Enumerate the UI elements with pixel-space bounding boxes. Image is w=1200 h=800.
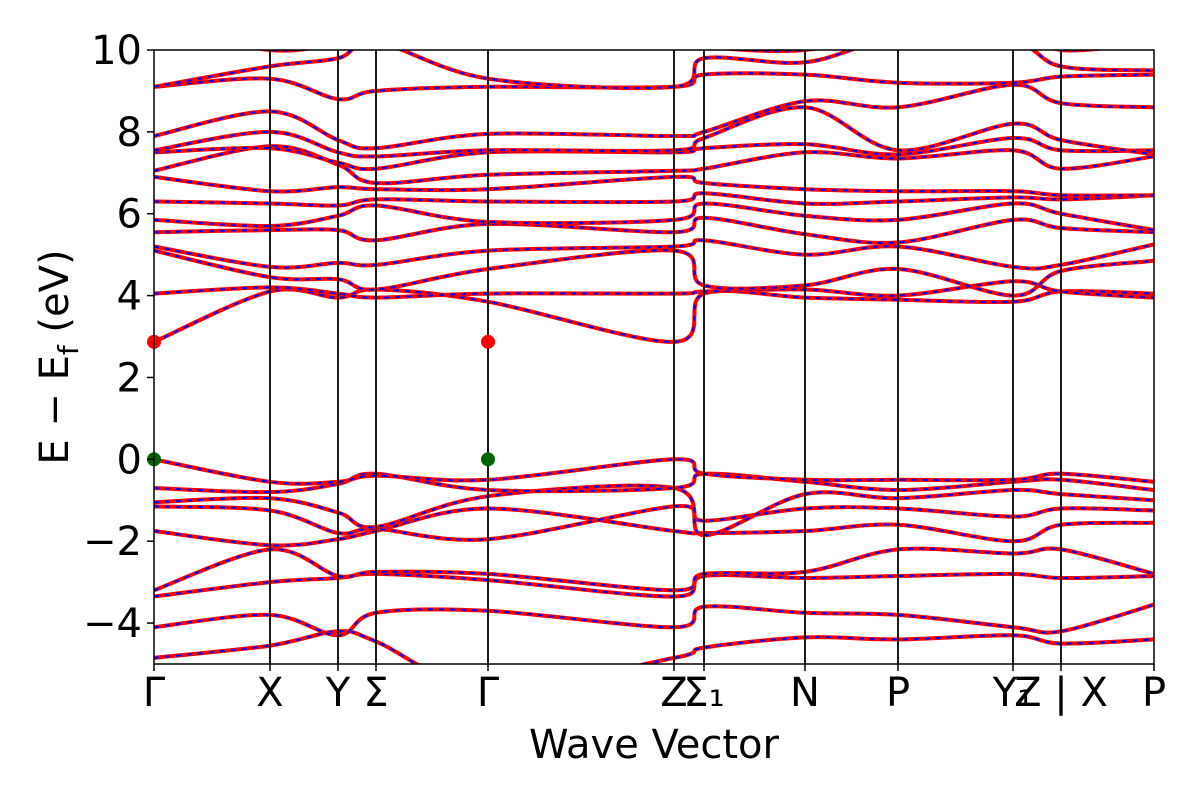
band-line-9-b — [154, 288, 1154, 343]
y-tick-label: −4 — [83, 601, 142, 647]
band-line-3-b — [154, 547, 1154, 592]
x-tick-label: N — [790, 670, 820, 716]
y-tick-label: −2 — [83, 519, 142, 565]
band-line-16-b — [154, 175, 1154, 197]
y-tick-label: 4 — [117, 274, 142, 320]
x-tick-label: Y₁ — [992, 670, 1033, 716]
y-axis-label: E − Ef (eV) — [32, 249, 85, 464]
x-axis-ticks: Γ X Y Σ Γ ZΣ₁ N P Y₁Z | X P — [143, 664, 1166, 716]
x-tick-label: P — [1142, 670, 1166, 716]
x-tick-label: Γ — [477, 670, 500, 716]
band-line-18-b — [154, 136, 1154, 171]
x-tick-label: Σ₁ — [683, 670, 724, 716]
x-tick-label: Z — [660, 670, 687, 716]
x-tick-label: Z | X — [1014, 670, 1108, 716]
y-tick-label: 2 — [117, 355, 142, 401]
y-tick-label: 0 — [117, 437, 142, 483]
band-line-15-b — [154, 192, 1154, 207]
band-line-20-b — [154, 83, 1154, 150]
y-tick-label: 8 — [117, 110, 142, 156]
y-tick-label: 10 — [91, 28, 142, 74]
y-tick-label: 6 — [117, 192, 142, 238]
x-axis-label: Wave Vector — [529, 722, 780, 768]
band-line-13-b — [154, 216, 1154, 244]
plot-frame — [153, 49, 1155, 665]
y-axis-ticks: −4 −2 0 2 4 6 8 10 — [83, 28, 154, 647]
vbm-marker — [481, 452, 495, 467]
band-line-23-a — [255, 50, 1106, 53]
x-tick-label: Γ — [143, 670, 166, 716]
band-line-22-a — [154, 50, 1154, 91]
band-line-23-b — [261, 50, 1097, 52]
x-tick-label: Y — [325, 670, 351, 716]
kpoint-lines — [269, 50, 1062, 664]
x-tick-label: Σ — [363, 670, 388, 716]
cbm-marker — [481, 334, 495, 349]
x-tick-label: X — [256, 670, 283, 716]
x-tick-label: P — [886, 670, 910, 716]
band-line-12-b — [154, 239, 1154, 270]
